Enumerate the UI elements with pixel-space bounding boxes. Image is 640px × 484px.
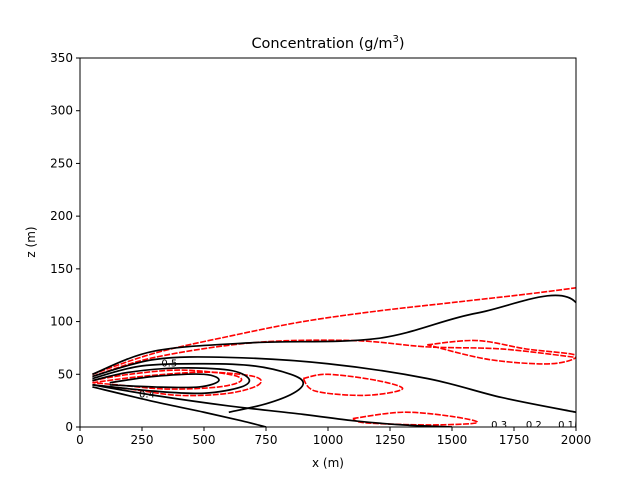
y-tick-label-350: 350: [50, 51, 73, 65]
y-tick-label-200: 200: [50, 209, 73, 223]
contour-label-3: 0.2: [526, 420, 542, 431]
y-tick-label-0: 0: [65, 420, 73, 434]
y-tick-label-50: 50: [58, 367, 73, 381]
x-tick-label-1000: 1000: [313, 433, 344, 447]
contour-label-0: 0.5: [161, 359, 177, 370]
x-tick-label-250: 250: [131, 433, 154, 447]
chart-title: Concentration (g/m3): [251, 34, 404, 52]
chart-title-superscript: 3: [393, 34, 399, 45]
y-tick-label-300: 300: [50, 104, 73, 118]
model-contour-0-4: [92, 367, 251, 395]
x-tick-label-1500: 1500: [437, 433, 468, 447]
y-axis-ticks: 0 50 100 150 200 250 300 350: [50, 51, 80, 434]
contour-label-4: 0.1: [558, 420, 574, 431]
observed-contour-6: [427, 339, 576, 365]
x-tick-label-2000: 2000: [561, 433, 592, 447]
plot-background: [80, 58, 576, 427]
model-contour-0-2: [92, 356, 576, 414]
chart-title-close: ): [399, 36, 405, 52]
plot-area: 0.5 0.4 0.3 0.2 0.1: [79, 57, 577, 431]
observed-contour-4: [302, 373, 404, 397]
x-tick-label-750: 750: [255, 433, 278, 447]
chart-title-main: Concentration (g/m: [251, 36, 392, 52]
model-contour-0-1: [92, 294, 576, 427]
contour-group: 0.5 0.4 0.3 0.2 0.1: [92, 287, 576, 431]
contour-label-1: 0.4: [139, 389, 155, 400]
contour-label-2: 0.3: [491, 420, 507, 431]
x-axis-ticks: 0 250 500 750 1000 1250 1500 1750 2000: [76, 427, 591, 447]
x-tick-label-1750: 1750: [499, 433, 530, 447]
observed-contour-5: [352, 411, 479, 426]
x-tick-label-500: 500: [193, 433, 216, 447]
observed-contour-0: [92, 287, 576, 376]
x-tick-label-1250: 1250: [375, 433, 406, 447]
model-contour-0-5: [109, 373, 220, 389]
y-tick-label-100: 100: [50, 315, 73, 329]
y-tick-label-150: 150: [50, 262, 73, 276]
model-inner-contour-1: [92, 386, 267, 427]
x-axis-label: x (m): [312, 456, 344, 470]
x-tick-label-0: 0: [76, 433, 84, 447]
model-contour-0-3: [92, 362, 305, 414]
y-tick-label-250: 250: [50, 156, 73, 170]
y-axis-label: z (m): [24, 226, 38, 257]
model-inner-contour-0: [92, 383, 453, 427]
